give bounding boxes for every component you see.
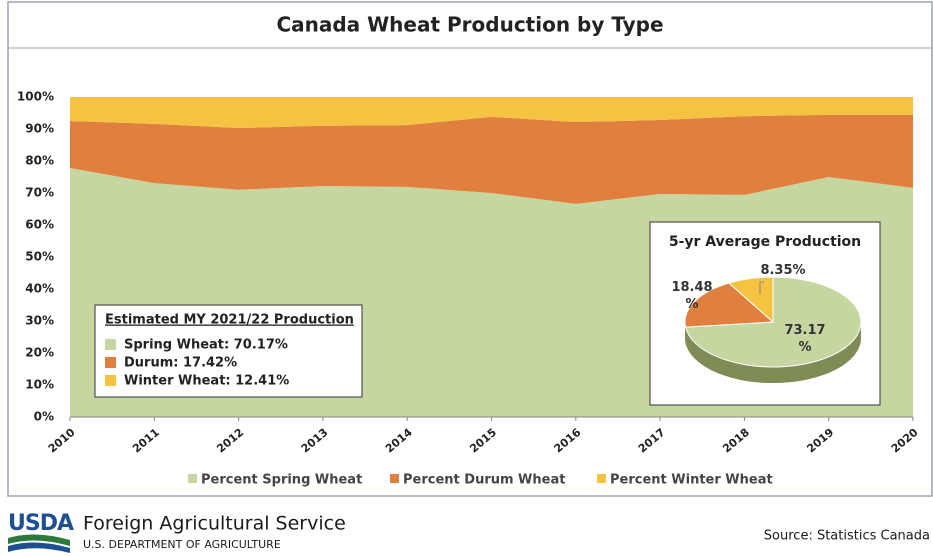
y-tick-label: 80% [25,154,54,168]
usda-logo: USDA [8,511,74,536]
y-tick-label: 90% [25,122,54,136]
annotation-box [94,304,363,398]
logo-wave [8,534,70,546]
legend-label: Percent Spring Wheat [201,473,362,488]
annotation-swatch [105,375,116,386]
pie-value-label: 8.35% [760,263,806,278]
annotation-item: Winter Wheat: 12.41% [124,374,289,389]
area [70,97,913,129]
area [70,114,913,204]
y-tick-label: 10% [25,378,54,392]
source: Source: Statistics Canada [764,529,930,544]
pie-label-box: 18.48 % [671,280,713,312]
y-tick-label: 0% [34,410,54,424]
pie-value-label: 18.48 % [671,280,713,312]
legend-swatch [597,474,606,483]
annotation-swatch [105,339,116,350]
legend-swatch [188,474,197,483]
y-tick-label: 20% [25,346,54,360]
overlay: Estimated MY 2021/22 Production 5-yr Ave… [94,221,881,406]
pie-label-box: 8.35% [760,263,806,278]
logo-wave [8,542,70,553]
chart-title: Canada Wheat Production by Type [276,13,663,37]
pie-label-box: 73.17 % [784,323,826,355]
y-tick-label: 100% [17,90,54,104]
pie-title: 5-yr Average Production [669,234,861,250]
legend-swatch [390,474,399,483]
agency-name: Foreign Agricultural Service [83,513,346,535]
leader-line [759,281,764,294]
y-tick-label: 40% [25,282,54,296]
y-tick-label: 50% [25,250,54,264]
annotation-swatch [105,357,116,368]
footer: USDA Foreign Agricultural Service U.S. D… [8,511,930,553]
y-tick-label: 60% [25,218,54,232]
y-tick-label: 30% [25,314,54,328]
department-name: U.S. DEPARTMENT OF AGRICULTURE [83,538,281,551]
legend-label: Percent Durum Wheat [403,473,565,488]
annotation-item: Durum: 17.42% [124,356,237,371]
y-tick-label: 70% [25,186,54,200]
annotation-item: Spring Wheat: 70.17% [124,338,288,353]
pie-slice [727,276,774,324]
pie-slice [684,282,775,328]
legend-label: Percent Winter Wheat [610,473,773,488]
annotation-title: Estimated MY 2021/22 Production [105,313,354,328]
pie-value-label: 73.17 % [784,323,826,355]
